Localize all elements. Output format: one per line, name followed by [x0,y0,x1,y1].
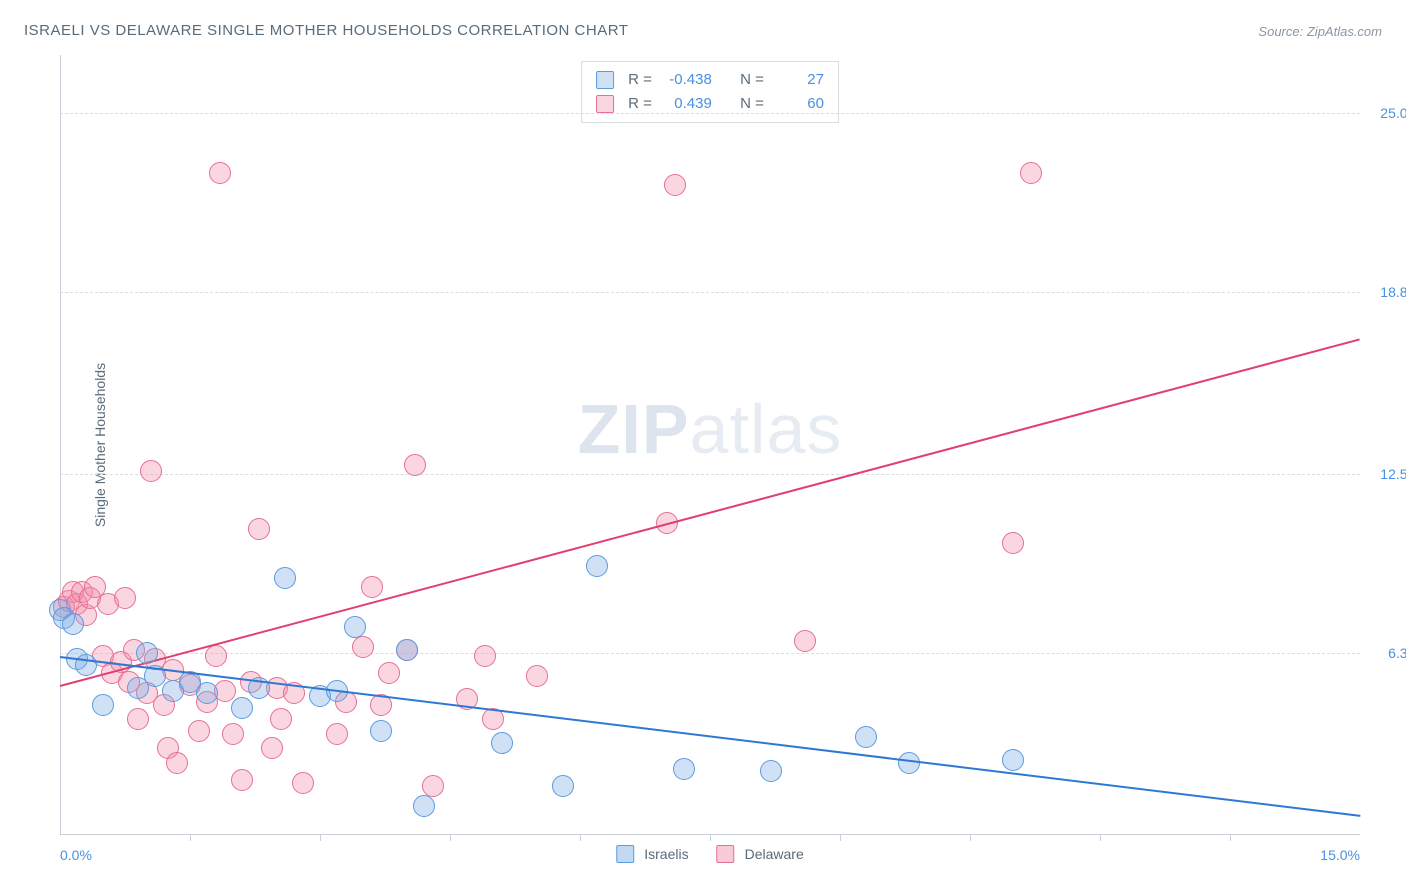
data-point-delaware [422,775,444,797]
data-point-delaware [270,708,292,730]
data-point-israelis [136,642,158,664]
data-point-delaware [526,665,548,687]
r-value-israelis: -0.438 [662,68,712,92]
gridline [60,653,1360,654]
swatch-israelis [596,71,614,89]
data-point-israelis [855,726,877,748]
source-name: ZipAtlas.com [1307,24,1382,39]
trend-line-israelis [60,656,1360,817]
gridline [60,113,1360,114]
y-tick-label: 12.5% [1365,466,1406,482]
data-point-delaware [248,518,270,540]
gridline [60,474,1360,475]
swatch-israelis [616,845,634,863]
data-point-delaware [664,174,686,196]
data-point-israelis [274,567,296,589]
data-point-delaware [205,645,227,667]
data-point-israelis [413,795,435,817]
data-point-israelis [760,760,782,782]
legend-label: Israelis [644,846,688,862]
watermark-bold: ZIP [578,390,690,468]
y-axis [60,55,61,835]
data-point-israelis [370,720,392,742]
data-point-delaware [222,723,244,745]
data-point-delaware [231,769,253,791]
legend-label: Delaware [745,846,804,862]
data-point-israelis [92,694,114,716]
data-point-israelis [231,697,253,719]
data-point-israelis [75,654,97,676]
data-point-israelis [396,639,418,661]
x-tick [1230,835,1231,841]
series-legend: Israelis Delaware [616,845,804,863]
data-point-delaware [114,587,136,609]
data-point-delaware [352,636,374,658]
data-point-delaware [261,737,283,759]
swatch-delaware [596,95,614,113]
y-tick-label: 6.3% [1365,645,1406,661]
gridline [60,292,1360,293]
data-point-israelis [552,775,574,797]
x-tick [320,835,321,841]
data-point-israelis [344,616,366,638]
data-point-delaware [361,576,383,598]
data-point-delaware [794,630,816,652]
data-point-delaware [292,772,314,794]
x-tick [1100,835,1101,841]
source-attribution: Source: ZipAtlas.com [1258,24,1382,39]
scatter-plot: Single Mother Households ZIPatlas R = -0… [60,55,1360,835]
data-point-israelis [62,613,84,635]
watermark: ZIPatlas [578,389,843,469]
n-label: N = [740,68,764,92]
source-label: Source: [1258,24,1303,39]
chart-title: ISRAELI VS DELAWARE SINGLE MOTHER HOUSEH… [24,22,628,39]
data-point-israelis [586,555,608,577]
data-point-delaware [1002,532,1024,554]
data-point-israelis [673,758,695,780]
x-tick-label: 0.0% [60,847,92,863]
data-point-israelis [1002,749,1024,771]
data-point-delaware [166,752,188,774]
r-label: R = [628,68,652,92]
n-value-israelis: 27 [774,68,824,92]
x-tick [710,835,711,841]
y-tick-label: 18.8% [1365,284,1406,300]
data-point-delaware [378,662,400,684]
x-tick [970,835,971,841]
legend-item-delaware: Delaware [717,845,804,863]
stats-row-israelis: R = -0.438 N = 27 [596,68,824,92]
y-tick-label: 25.0% [1365,105,1406,121]
trend-line-delaware [60,338,1361,687]
x-tick [580,835,581,841]
data-point-israelis [196,682,218,704]
data-point-delaware [140,460,162,482]
y-axis-title: Single Mother Households [92,363,108,527]
data-point-delaware [127,708,149,730]
data-point-delaware [326,723,348,745]
data-point-delaware [404,454,426,476]
data-point-delaware [188,720,210,742]
x-tick [450,835,451,841]
watermark-light: atlas [690,390,843,468]
x-tick-label: 15.0% [1320,847,1360,863]
x-tick [190,835,191,841]
data-point-delaware [474,645,496,667]
legend-item-israelis: Israelis [616,845,688,863]
data-point-delaware [209,162,231,184]
data-point-delaware [1020,162,1042,184]
data-point-israelis [491,732,513,754]
x-tick [840,835,841,841]
swatch-delaware [717,845,735,863]
